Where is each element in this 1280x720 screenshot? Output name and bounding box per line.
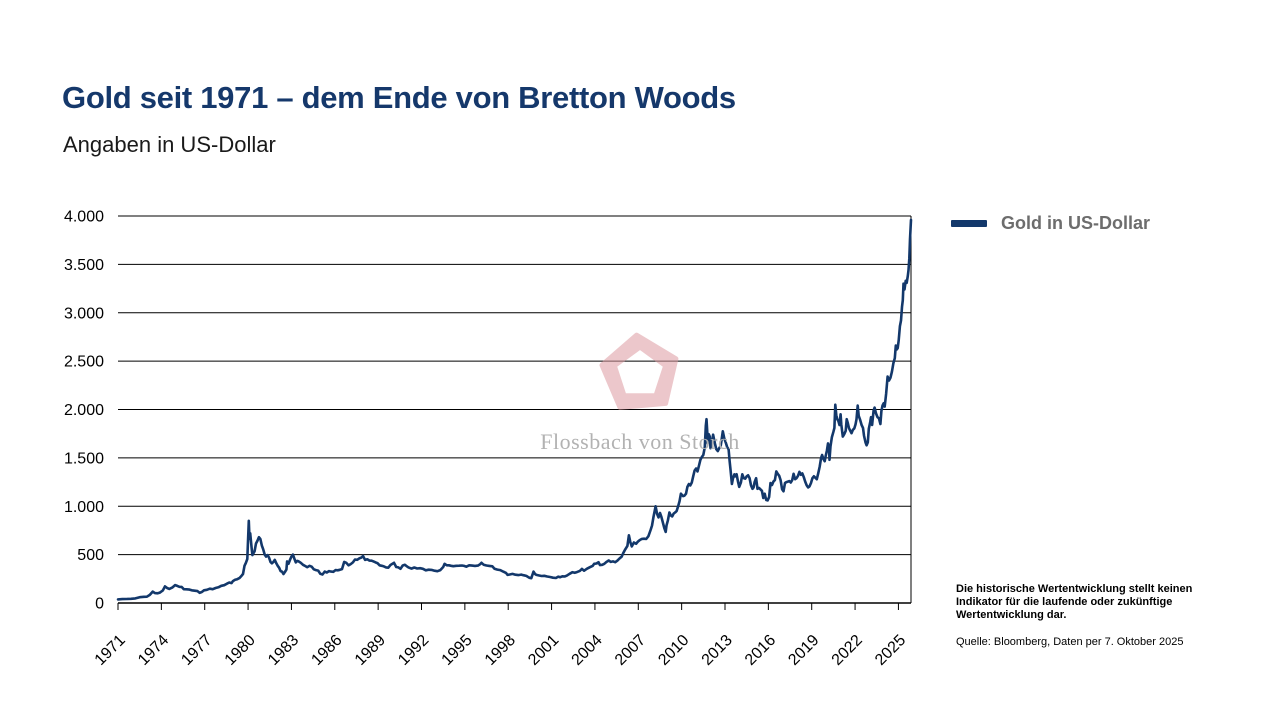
legend-line-swatch — [951, 220, 987, 227]
gold-price-chart: 0 500 1.000 1.500 2.000 2.500 3.000 3.500 4.000 1… — [0, 190, 940, 680]
x-tick-label: 1998 — [482, 632, 519, 669]
x-tick-label: 1977 — [178, 632, 215, 669]
x-tick-label: 2025 — [872, 632, 909, 669]
x-tick-label: 1989 — [352, 632, 389, 669]
x-tick-label: 1992 — [395, 632, 432, 669]
legend-label: Gold in US-Dollar — [1001, 213, 1151, 233]
x-tick-label: 1986 — [308, 632, 345, 669]
watermark-text: Flossbach von Storch — [540, 429, 740, 454]
x-tick-label: 2022 — [829, 632, 866, 669]
y-tick-label: 3.000 — [64, 305, 104, 322]
flossbach-pentagon-logo-icon — [599, 332, 679, 410]
x-tick-label: 1974 — [135, 632, 172, 669]
y-tick-label: 4.000 — [64, 209, 104, 226]
x-tick-label: 2016 — [742, 632, 779, 669]
x-tick-label: 1995 — [438, 632, 475, 669]
y-tick-label: 2.500 — [64, 354, 104, 371]
x-tick-label: 2013 — [699, 632, 736, 669]
chart-legend: Gold in US-Dollar — [951, 213, 1150, 234]
x-tick-label: 1980 — [222, 632, 259, 669]
x-tick-label: 2019 — [785, 632, 822, 669]
disclaimer-text: Die historische Wertentwicklung stellt k… — [956, 583, 1193, 621]
page-subtitle: Angaben in US-Dollar — [63, 132, 276, 157]
y-tick-label: 3.500 — [64, 257, 104, 274]
page-title: Gold seit 1971 – dem Ende von Bretton Wo… — [62, 80, 736, 115]
x-tick-label: 2001 — [525, 632, 562, 669]
x-tick-label: 1971 — [92, 632, 129, 669]
y-tick-label: 1.500 — [64, 450, 104, 467]
y-tick-label: 1.000 — [64, 499, 104, 516]
gold-price-line — [116, 218, 913, 601]
gold-chart-svg: 0 500 1.000 1.500 2.000 2.500 3.000 3.500 4.000 1… — [64, 209, 913, 669]
x-tick-label: 2010 — [655, 632, 692, 669]
y-tick-label: 500 — [77, 547, 104, 564]
x-tick-label: 2004 — [569, 632, 606, 669]
source-text: Quelle: Bloomberg, Daten per 7. Oktober … — [956, 636, 1184, 648]
x-tick-label: 2007 — [612, 632, 649, 669]
y-tick-label: 0 — [95, 596, 104, 613]
y-tick-label: 2.000 — [64, 402, 104, 419]
x-tick-label: 1983 — [265, 632, 302, 669]
